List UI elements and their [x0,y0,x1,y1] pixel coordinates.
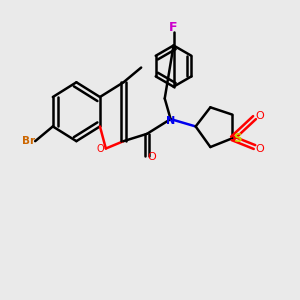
Text: F: F [169,21,178,34]
Text: N: N [166,116,175,126]
Text: O: O [147,152,156,162]
Text: O: O [256,143,264,154]
Text: Br: Br [22,136,35,146]
Text: S: S [233,132,242,145]
Text: O: O [256,111,264,121]
Text: O: O [97,143,104,154]
